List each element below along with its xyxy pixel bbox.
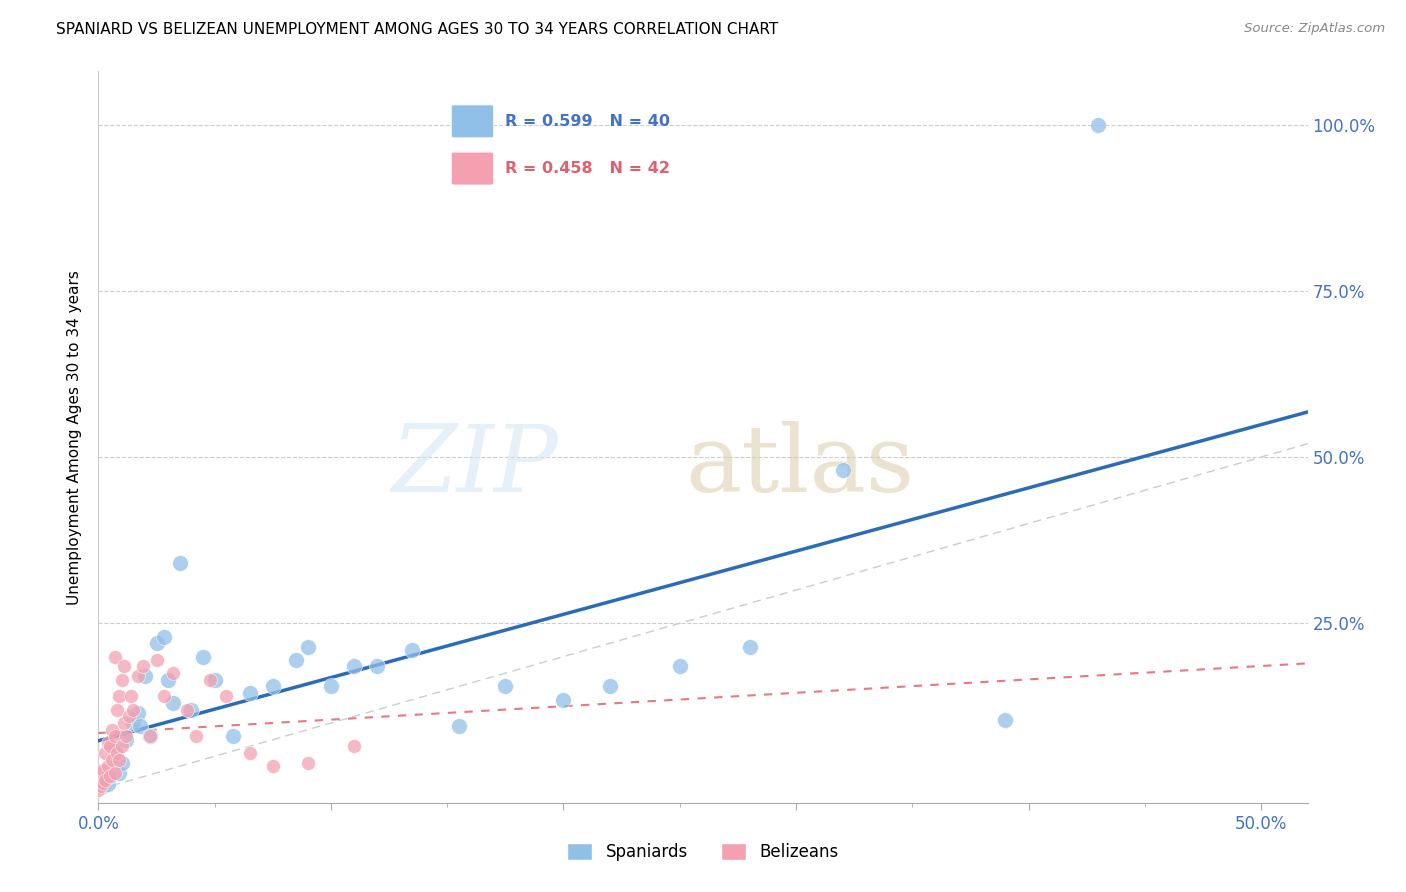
Point (180, 703, 202, 717)
Point (131, 659, 153, 673)
Point (108, 765, 131, 780)
Point (127, 706, 149, 720)
Point (112, 659, 135, 673)
Y-axis label: Unemployment Among Ages 30 to 34 years: Unemployment Among Ages 30 to 34 years (67, 269, 83, 605)
Text: Source: ZipAtlas.com: Source: ZipAtlas.com (1244, 22, 1385, 36)
Point (94, 772, 117, 787)
Point (157, 673, 180, 687)
Point (97, 736, 120, 750)
Point (297, 640, 319, 654)
Point (145, 636, 167, 650)
Point (285, 653, 308, 667)
Point (115, 729, 138, 743)
Point (297, 756, 319, 770)
Point (112, 716, 135, 731)
Point (91, 763, 114, 777)
Point (239, 686, 262, 700)
Point (111, 673, 134, 687)
Point (198, 673, 221, 687)
Point (98, 769, 121, 783)
Text: atlas: atlas (685, 421, 914, 511)
Point (105, 703, 128, 717)
Point (104, 765, 127, 780)
Text: R = 0.458   N = 42: R = 0.458 N = 42 (505, 161, 669, 176)
Point (87, 782, 110, 797)
Point (215, 690, 238, 704)
Point (152, 630, 174, 644)
Point (176, 703, 198, 717)
Point (204, 673, 226, 687)
Point (97, 759, 120, 773)
Point (91, 779, 114, 793)
Legend: Spaniards, Belizeans: Spaniards, Belizeans (561, 836, 845, 868)
Point (138, 729, 160, 743)
Point (1087, 118, 1109, 132)
Point (98, 739, 121, 754)
Point (115, 732, 138, 747)
Point (101, 753, 124, 767)
Point (101, 723, 124, 737)
Point (343, 659, 366, 673)
Point (738, 640, 761, 654)
Point (122, 716, 145, 731)
Text: SPANIARD VS BELIZEAN UNEMPLOYMENT AMONG AGES 30 TO 34 YEARS CORRELATION CHART: SPANIARD VS BELIZEAN UNEMPLOYMENT AMONG … (56, 22, 779, 37)
Point (104, 742, 127, 756)
Point (343, 739, 366, 754)
Point (90, 779, 112, 793)
Point (447, 719, 470, 733)
Point (145, 653, 167, 667)
Point (191, 649, 214, 664)
Point (553, 692, 575, 706)
Point (138, 729, 160, 743)
Point (994, 713, 1017, 727)
Point (239, 746, 262, 760)
Point (162, 666, 184, 681)
Point (108, 690, 131, 704)
Point (120, 690, 142, 704)
Point (401, 643, 423, 657)
Point (319, 680, 342, 694)
Point (90, 776, 112, 790)
Point (104, 649, 127, 664)
Point (122, 703, 145, 717)
Point (104, 729, 127, 743)
Point (152, 690, 174, 704)
Point (668, 659, 690, 673)
Point (90, 765, 112, 780)
Point (91, 776, 114, 790)
Point (599, 680, 621, 694)
FancyBboxPatch shape (451, 153, 494, 185)
Point (111, 739, 134, 754)
FancyBboxPatch shape (451, 105, 494, 137)
Point (108, 753, 131, 767)
Point (118, 709, 141, 723)
Point (366, 659, 388, 673)
Point (169, 557, 191, 571)
Point (94, 772, 117, 787)
Point (129, 719, 152, 733)
Point (494, 680, 516, 694)
Point (162, 696, 184, 710)
Point (134, 669, 156, 683)
Text: R = 0.599   N = 40: R = 0.599 N = 40 (505, 114, 669, 128)
Point (111, 756, 134, 770)
Point (222, 729, 245, 743)
Text: ZIP: ZIP (391, 421, 558, 511)
Point (262, 680, 284, 694)
Point (184, 729, 207, 743)
Point (831, 463, 853, 477)
Point (98, 769, 121, 783)
Point (94, 746, 117, 760)
Point (105, 746, 128, 760)
Point (262, 759, 284, 773)
Point (97, 777, 120, 791)
Point (127, 669, 149, 683)
